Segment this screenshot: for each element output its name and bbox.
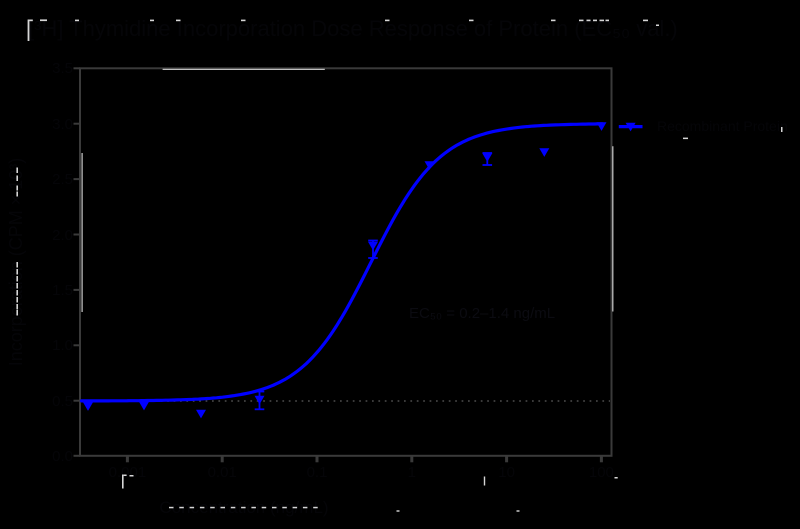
svg-text:2.0: 2.0: [52, 227, 73, 244]
svg-text:Incorporation (CPM × 10³): Incorporation (CPM × 10³): [6, 158, 26, 367]
svg-text:3.5: 3.5: [52, 60, 73, 77]
svg-text:[³H] Thymidine Incorporation D: [³H] Thymidine Incorporation Dose Respon…: [28, 16, 678, 41]
svg-text:1.5: 1.5: [52, 282, 73, 299]
svg-text:0.01: 0.01: [208, 464, 237, 481]
svg-text:1: 1: [408, 464, 416, 481]
svg-text:0.001: 0.001: [109, 464, 147, 481]
svg-text:0.5: 0.5: [52, 393, 73, 410]
svg-text:10: 10: [498, 464, 515, 481]
svg-text:0.0: 0.0: [52, 448, 73, 465]
svg-text:100: 100: [589, 464, 614, 481]
svg-text:Recombinant Protein: Recombinant Protein: [657, 118, 788, 134]
svg-text:2.5: 2.5: [52, 171, 73, 188]
svg-text:1.0: 1.0: [52, 337, 73, 354]
svg-text:3.0: 3.0: [52, 116, 73, 133]
svg-text:EC₅₀ = 0.2–1.4 ng/mL: EC₅₀ = 0.2–1.4 ng/mL: [409, 305, 555, 322]
svg-text:0.1: 0.1: [307, 464, 328, 481]
